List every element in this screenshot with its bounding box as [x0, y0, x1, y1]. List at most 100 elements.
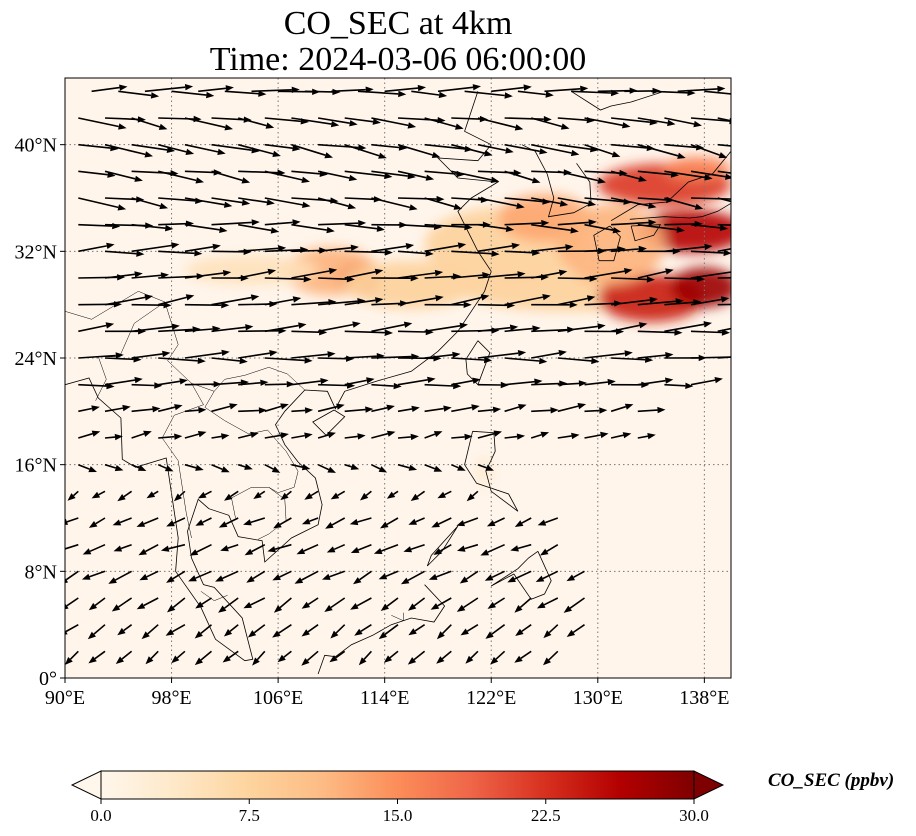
wind-arrow — [477, 324, 519, 333]
wind-arrow — [195, 597, 212, 609]
wind-arrow — [460, 624, 479, 636]
wind-arrow — [264, 463, 281, 473]
wind-arrow — [264, 276, 312, 283]
wind-arrow — [504, 433, 526, 440]
wind-arrow — [344, 329, 393, 336]
wind-arrow — [344, 170, 393, 180]
wind-arrow — [403, 543, 425, 553]
wind-arrow — [531, 301, 578, 308]
wind-arrow — [291, 378, 329, 386]
wind-arrow — [237, 117, 275, 129]
wind-arrow — [158, 143, 195, 155]
wind-arrow — [78, 117, 127, 130]
wind-arrow — [424, 242, 467, 253]
wind-arrow — [211, 357, 248, 365]
wind-arrow — [220, 543, 239, 552]
wind-arrow — [436, 650, 452, 664]
wind-arrow — [131, 143, 176, 153]
wind-arrow — [301, 624, 319, 637]
wind-arrow — [477, 430, 502, 439]
wind-arrow — [504, 378, 543, 386]
wind-arrow — [318, 220, 367, 227]
wind-arrow — [704, 90, 731, 95]
wind-arrow — [104, 271, 143, 279]
wind-arrow — [566, 570, 585, 582]
wind-arrow — [264, 219, 301, 226]
lon-tick-label: 138°E — [679, 687, 729, 709]
wind-arrow — [344, 117, 381, 125]
colorbar-gradient — [101, 771, 694, 799]
wind-arrow — [223, 624, 239, 637]
wind-arrow — [67, 490, 79, 501]
wind-arrow — [344, 249, 393, 256]
wind-arrow — [397, 463, 418, 471]
wind-arrow — [173, 490, 186, 502]
wind-arrow — [272, 570, 292, 581]
wind-arrow — [397, 433, 419, 441]
wind-arrow — [267, 543, 292, 553]
wind-arrow — [273, 517, 292, 529]
wind-arrow — [610, 170, 647, 182]
wind-arrow — [490, 650, 506, 665]
wind-arrow — [480, 543, 505, 556]
border-2 — [231, 487, 269, 519]
wind-arrow — [131, 223, 174, 232]
wind-arrow — [317, 197, 357, 210]
lat-tick-label: 0° — [39, 668, 57, 690]
wind-arrow — [291, 143, 333, 159]
wind-arrow — [322, 570, 345, 580]
wind-arrow — [584, 407, 608, 414]
wind-arrow — [211, 324, 254, 333]
wind-arrow — [131, 350, 171, 359]
wind-arrow — [264, 403, 289, 413]
wind-arrow — [91, 84, 128, 93]
wind-arrow — [291, 463, 311, 471]
map-frame — [64, 77, 732, 679]
wind-arrow — [537, 517, 559, 526]
lon-tick-label: 130°E — [573, 687, 623, 709]
wind-arrow — [211, 433, 230, 440]
wind-arrow — [664, 117, 702, 128]
wind-arrow — [611, 219, 657, 226]
wind-arrow — [160, 543, 186, 552]
wind-arrow — [610, 322, 648, 333]
wind-arrow — [397, 295, 444, 306]
wind-arrow — [477, 406, 502, 413]
lat-tick-label: 32°N — [15, 241, 57, 263]
wind-arrow — [517, 90, 554, 98]
wind-arrow — [264, 296, 302, 306]
wind-arrow — [224, 490, 239, 501]
wind-arrow — [171, 90, 215, 99]
wind-arrow — [397, 405, 420, 413]
coastline-14 — [464, 91, 492, 146]
wind-arrow — [131, 117, 168, 130]
wind-arrow — [535, 570, 559, 582]
wind-arrow — [437, 490, 452, 499]
wind-arrow — [451, 404, 480, 413]
wind-arrow — [329, 650, 346, 663]
wind-arrow — [717, 277, 731, 279]
wind-arrow — [317, 403, 345, 413]
wind-arrow — [584, 350, 633, 359]
lat-tick-label: 40°N — [15, 135, 57, 157]
wind-arrow — [113, 543, 132, 552]
wind-arrow — [491, 84, 532, 93]
wind-arrow — [291, 432, 313, 439]
wind-arrow — [637, 268, 674, 279]
wind-arrow — [504, 357, 548, 365]
coastline-10 — [629, 202, 731, 220]
wind-arrow — [184, 431, 207, 439]
wind-arrow — [477, 463, 494, 471]
colorbar-tick-label: 22.5 — [531, 806, 561, 825]
wind-arrow — [88, 597, 106, 611]
wind-arrow — [141, 624, 159, 640]
wind-arrow — [349, 517, 372, 526]
wind-arrow — [78, 242, 115, 253]
wind-arrow — [317, 117, 358, 127]
wind-arrow — [543, 650, 559, 666]
wind-arrow — [397, 170, 435, 181]
wind-arrow — [637, 352, 674, 359]
colorbar-extend-max — [693, 770, 725, 800]
wind-arrow — [291, 117, 340, 128]
wind-arrow — [104, 376, 143, 386]
